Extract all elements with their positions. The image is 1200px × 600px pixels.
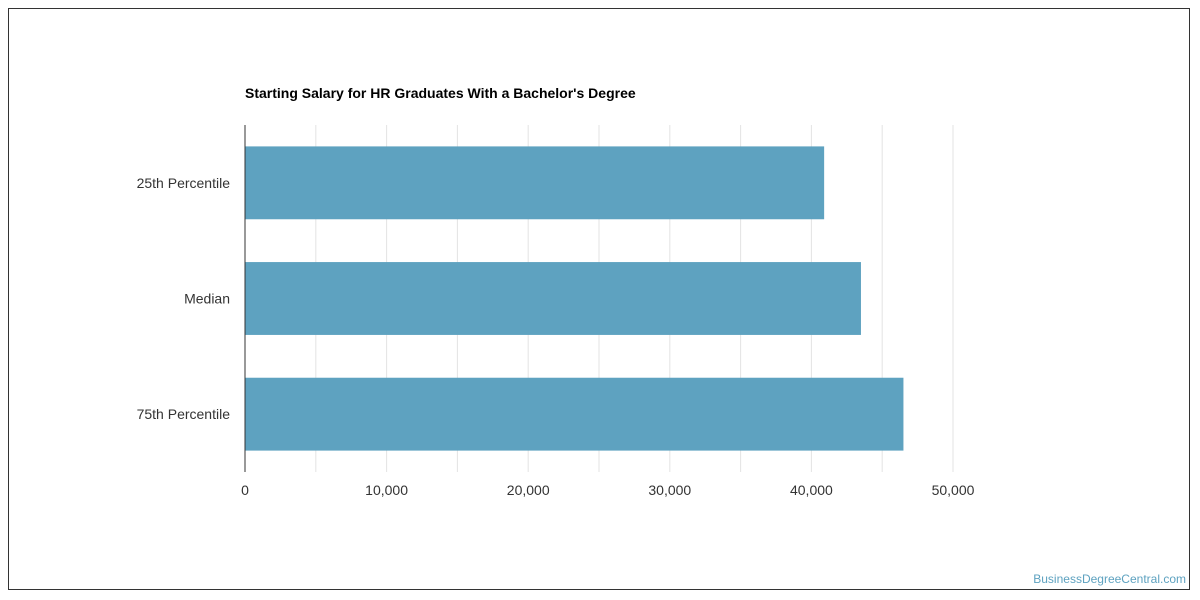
y-axis-labels: 25th Percentile Median 75th Percentile (137, 175, 231, 422)
x-tick-label: 0 (241, 482, 249, 498)
y-tick-label: 25th Percentile (137, 175, 231, 191)
y-tick-label: 75th Percentile (137, 406, 231, 422)
y-tick-label: Median (184, 291, 230, 307)
bars (245, 146, 904, 451)
x-tick-label: 50,000 (932, 482, 975, 498)
x-tick-label: 10,000 (365, 482, 408, 498)
bar (245, 146, 825, 220)
watermark: BusinessDegreeCentral.com (1033, 572, 1186, 586)
x-axis-labels: 0 10,000 20,000 30,000 40,000 50,000 (241, 482, 975, 498)
x-tick-label: 30,000 (648, 482, 691, 498)
x-tick-label: 20,000 (507, 482, 550, 498)
chart-title: Starting Salary for HR Graduates With a … (245, 85, 636, 101)
bar (245, 262, 861, 335)
x-tick-label: 40,000 (790, 482, 833, 498)
bar (245, 377, 904, 451)
